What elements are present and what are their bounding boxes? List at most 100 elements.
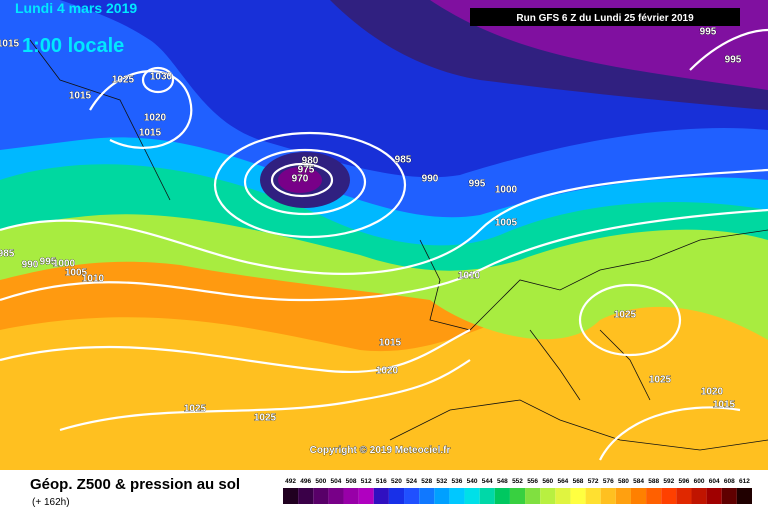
scale-swatch xyxy=(298,488,314,504)
scale-label: 588 xyxy=(648,478,659,485)
isobar-label: 975 xyxy=(298,165,315,176)
isobar-label: 985 xyxy=(0,249,15,260)
isobar xyxy=(599,406,741,461)
scale-label: 556 xyxy=(527,478,538,485)
isobar xyxy=(141,66,175,94)
isobar-label: 1015 xyxy=(0,39,20,50)
isobar-label: 1005 xyxy=(495,218,518,229)
scale-label: 564 xyxy=(557,478,568,485)
run-box xyxy=(470,8,740,26)
scale-swatch xyxy=(676,488,692,504)
color-scale: 492 496 500 504 508 512 516 520 524 528 532 536 540 5… xyxy=(283,478,752,504)
isobar-label: 990 xyxy=(422,174,439,185)
isobar-label: 990 xyxy=(22,260,39,271)
scale-label: 500 xyxy=(315,478,326,485)
scale-label: 512 xyxy=(361,478,372,485)
scale-label: 600 xyxy=(694,478,705,485)
scale-swatch xyxy=(525,488,541,504)
scale-swatch xyxy=(388,488,405,504)
scale-label: 508 xyxy=(346,478,357,485)
scale-swatch xyxy=(630,488,647,504)
isobar-labels: 1015102510301015102010159809759709859909… xyxy=(0,26,742,424)
isobar-label: 1020 xyxy=(701,387,724,398)
scale-label: 596 xyxy=(678,478,689,485)
isobar-label: 995 xyxy=(700,27,717,38)
isobar-label: 1015 xyxy=(69,91,92,102)
scale-swatch xyxy=(464,488,480,504)
coastlines xyxy=(29,39,768,451)
isobar xyxy=(689,28,768,71)
scale-swatch xyxy=(615,488,631,504)
scale-label: 528 xyxy=(421,478,432,485)
scale-label: 496 xyxy=(300,478,311,485)
local-time: 1:00 locale xyxy=(22,35,124,57)
scale-swatch xyxy=(313,488,329,504)
isobar-label: 1025 xyxy=(254,413,277,424)
isobar-label: 1020 xyxy=(376,366,399,377)
low-core xyxy=(278,167,322,193)
isobar-label: 1020 xyxy=(144,113,167,124)
scale-label: 560 xyxy=(542,478,553,485)
isobar-label: 1025 xyxy=(112,75,135,86)
isobar-label: 1015 xyxy=(713,400,736,411)
isobar xyxy=(578,283,682,357)
scale-swatch xyxy=(646,488,662,504)
isobar xyxy=(243,148,367,216)
scale-swatch xyxy=(509,488,526,504)
scale-swatch xyxy=(706,488,722,504)
isobar-label: 1000 xyxy=(53,259,76,270)
isobar xyxy=(0,329,471,374)
scale-label: 568 xyxy=(573,478,584,485)
scale-label: 492 xyxy=(285,478,296,485)
scale-swatch xyxy=(600,488,616,504)
isobar xyxy=(0,168,768,275)
scale-swatch xyxy=(585,488,601,504)
scale-label: 536 xyxy=(452,478,463,485)
isobar-label: 1015 xyxy=(379,338,402,349)
scale-swatch xyxy=(570,488,586,504)
isobar-label: 980 xyxy=(302,156,319,167)
footer-title: Géop. Z500 & pression au sol xyxy=(30,476,240,493)
scale-label: 504 xyxy=(331,478,342,485)
isobar-label: 995 xyxy=(725,55,742,66)
isobar-label: 1015 xyxy=(139,128,162,139)
scale-label: 520 xyxy=(391,478,402,485)
forecast-lead: (+ 162h) xyxy=(32,497,70,508)
date: Lundi 4 mars 2019 xyxy=(15,0,137,16)
scale-swatch xyxy=(358,488,374,504)
scale-swatch xyxy=(736,488,752,504)
scale-swatch xyxy=(343,488,359,504)
coastline xyxy=(389,399,768,451)
scale-label: 572 xyxy=(588,478,599,485)
scale-swatch xyxy=(540,488,556,504)
scale-swatch xyxy=(373,488,389,504)
coastline xyxy=(29,39,171,201)
coastline xyxy=(419,229,768,331)
scale-label: 532 xyxy=(436,478,447,485)
isobar xyxy=(89,70,193,149)
isobar-label: 1010 xyxy=(458,271,481,282)
isobar xyxy=(213,131,407,239)
isobar-label: 1025 xyxy=(649,375,672,386)
scale-label: 544 xyxy=(482,478,493,485)
scale-swatch xyxy=(404,488,420,504)
isobar xyxy=(59,359,471,432)
scale-label: 608 xyxy=(724,478,735,485)
run-info: Run GFS 6 Z du Lundi 25 février 2019 xyxy=(516,13,694,24)
scale-swatch xyxy=(721,488,737,504)
scale-label: 584 xyxy=(633,478,644,485)
isobar-label: 1025 xyxy=(184,404,207,415)
scale-label: 516 xyxy=(376,478,387,485)
isobar-label: 995 xyxy=(469,179,486,190)
coastline xyxy=(529,329,651,401)
scale-label: 576 xyxy=(603,478,614,485)
scale-swatch xyxy=(661,488,677,504)
scale-label: 580 xyxy=(618,478,629,485)
copyright: Copyright © 2019 Meteociel.fr xyxy=(310,445,451,456)
isobar xyxy=(270,162,334,198)
scale-swatch xyxy=(328,488,344,504)
isobar-label: 1030 xyxy=(150,72,173,83)
scale-swatch xyxy=(434,488,450,504)
